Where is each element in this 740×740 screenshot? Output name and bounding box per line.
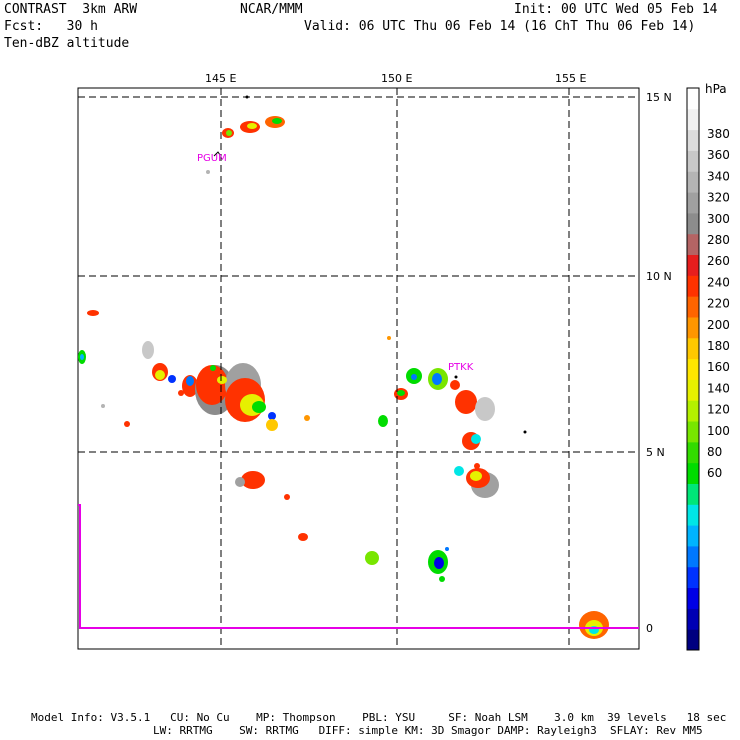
model-info-line-2: LW: RRTMG SW: RRTMG DIFF: simple KM: 3D … [153, 724, 703, 737]
init-time: Init: 00 UTC Wed 05 Feb 14 [514, 2, 718, 17]
radar-echoes [78, 116, 609, 639]
colorbar-swatch [687, 150, 699, 172]
center-title: NCAR/MMM [240, 2, 303, 17]
colorbar-swatch [687, 545, 699, 568]
station-label-ptkk: PTKK [448, 362, 474, 373]
colorbar-label: 380 [707, 127, 730, 141]
colorbar-swatch [687, 337, 699, 360]
lon-label-150: 150 E [381, 72, 412, 85]
colorbar-swatch [687, 108, 699, 131]
colorbar-swatch [687, 129, 699, 151]
colorbar-label: 280 [707, 233, 730, 247]
colorbar-swatch [687, 483, 699, 505]
colorbar-label: 320 [707, 191, 730, 205]
model-info-line-1: Model Info: V3.5.1 CU: No Cu MP: Thompso… [31, 711, 727, 724]
colorbar-label: 260 [707, 254, 730, 268]
colorbar-swatch [687, 233, 699, 256]
colorbar-swatch [687, 358, 699, 380]
colorbar-swatch [687, 296, 699, 318]
colorbar-swatch [687, 504, 699, 526]
valid-time: Valid: 06 UTC Thu 06 Feb 14 (16 ChT Thu … [304, 19, 696, 34]
station-marker-ptkk [454, 375, 458, 379]
colorbar-label: 300 [707, 212, 730, 226]
colorbar-swatch [687, 212, 699, 235]
colorbar-swatch [687, 192, 699, 214]
field-name: Ten-dBZ altitude [4, 36, 130, 51]
colorbar-unit: hPa [705, 82, 727, 96]
colorbar-swatch [687, 421, 699, 443]
colorbar-swatch [687, 587, 699, 609]
echo-cell [235, 471, 308, 541]
station-marker-pgum [213, 151, 221, 157]
echo-cell [365, 547, 609, 639]
colorbar-label: 60 [707, 466, 722, 480]
lon-label-155: 155 E [555, 72, 586, 85]
station-label-pgum: PGUM [197, 153, 227, 164]
echo-cell [378, 336, 527, 498]
colorbar-swatch [687, 525, 699, 547]
colorbar-frame [686, 87, 700, 651]
colorbar-swatch [687, 316, 699, 339]
colorbar-swatch [687, 629, 699, 651]
colorbar-swatch [687, 254, 699, 276]
echo-cell [206, 116, 285, 174]
lat-label-5n: 5 N [646, 446, 665, 459]
colorbar-label: 200 [707, 318, 730, 332]
colorbar-label: 220 [707, 297, 730, 311]
colorbar-label: 360 [707, 148, 730, 162]
colorbar-swatch [687, 88, 699, 110]
colorbar-swatch [687, 171, 699, 193]
colorbar-swatch [687, 275, 699, 297]
colorbar-label: 80 [707, 445, 722, 459]
colorbar-swatch [687, 462, 699, 484]
colorbar-swatch [687, 441, 699, 464]
colorbar-swatch [687, 400, 699, 422]
colorbar-swatch [687, 379, 699, 401]
colorbar-label: 180 [707, 339, 730, 353]
colorbar-swatch [687, 566, 699, 589]
colorbar-label: 120 [707, 403, 730, 417]
station-markers [213, 95, 458, 379]
colorbar-label: 340 [707, 169, 730, 183]
colorbar-label: 240 [707, 275, 730, 289]
lat-label-0: 0 [646, 622, 653, 635]
domain-boundary [78, 504, 639, 629]
colorbar-label: 100 [707, 424, 730, 438]
colorbar-swatch [687, 608, 699, 630]
lon-label-145: 145 E [205, 72, 236, 85]
model-title: CONTRAST 3km ARW [4, 2, 138, 17]
colorbar-labels: 380 360 340 320 300 280 260 240 220 200 180 160 140 1… [707, 127, 730, 480]
colorbar-label: 160 [707, 360, 730, 374]
map-frame [77, 87, 640, 650]
forecast-hour: Fcst: 30 h [4, 19, 98, 34]
colorbar [687, 88, 699, 651]
echo-cell [78, 310, 310, 431]
lat-label-10n: 10 N [646, 270, 672, 283]
graticule [78, 88, 639, 649]
colorbar-label: 140 [707, 381, 730, 395]
lat-label-15n: 15 N [646, 91, 672, 104]
